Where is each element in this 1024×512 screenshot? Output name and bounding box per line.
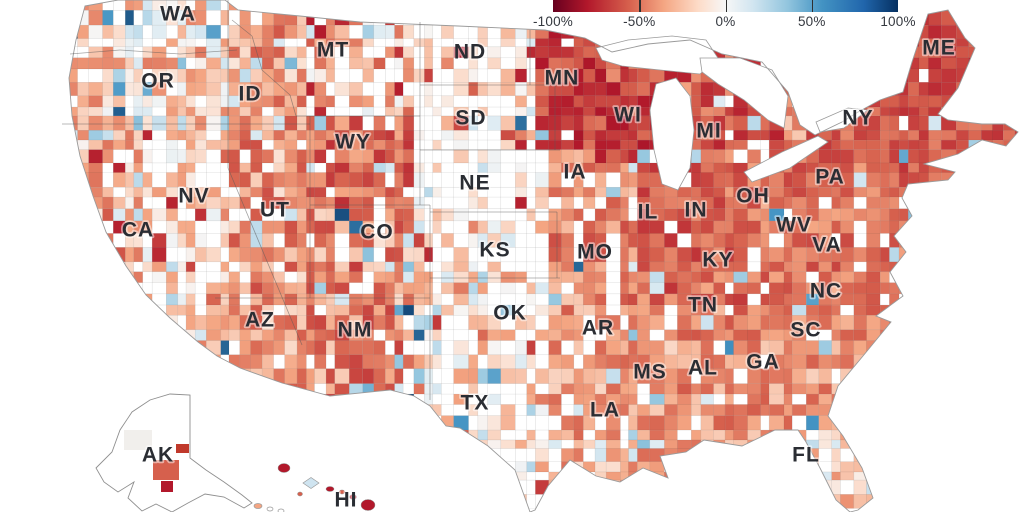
legend-tick-mark [725,0,727,12]
state-label-me: ME [922,37,956,60]
legend-tick-label: 100% [880,14,916,29]
county-cells[interactable] [52,0,1024,509]
state-label-mt: MT [317,39,349,62]
state-label-ny: NY [842,107,873,130]
state-label-sd: SD [455,107,486,130]
legend-tick-mark [639,0,641,12]
legend-tick-label: 50% [797,14,826,29]
aleutian-island [266,506,274,512]
legend-tick-label: 0% [715,14,736,29]
state-label-oh: OH [736,185,770,208]
state-label-nv: NV [178,185,209,208]
state-label-ca: CA [122,219,154,242]
state-label-tx: TX [461,392,490,415]
state-label-ga: GA [746,351,780,374]
state-label-il: IL [638,201,659,224]
state-label-va: VA [812,234,842,257]
alaska-county-patch [124,430,152,450]
state-label-hi: HI [335,489,358,512]
alaska-shape[interactable] [95,393,285,512]
legend-tick-label: -50% [623,14,656,29]
island [325,486,335,492]
state-label-al: AL [688,357,718,380]
state-label-pa: PA [815,166,845,189]
island [338,489,346,495]
alaska-county-patch [153,460,179,480]
legend-tick-labels: -100% -50% 0% 50% 100% [533,14,915,30]
state-label-nm: NM [338,319,373,342]
state-label-mn: MN [545,67,580,90]
legend-tick-label: -100% [532,14,574,29]
state-label-fl: FL [792,444,820,467]
state-label-ut: UT [260,199,290,222]
color-scale-legend: -100% -50% 0% 50% 100% [533,0,915,30]
state-label-wv: WV [776,214,812,237]
island [297,491,303,497]
island [360,499,376,511]
state-label-wa: WA [160,3,196,26]
state-label-ia: IA [564,161,587,184]
island [349,494,357,500]
state-label-or: OR [141,70,175,93]
state-label-id: ID [239,83,262,106]
state-label-mi: MI [696,120,721,143]
state-label-la: LA [590,399,620,422]
state-label-az: AZ [245,309,275,332]
state-label-in: IN [685,199,708,222]
state-label-ak: AK [142,444,174,467]
state-label-nd: ND [454,41,486,64]
state-label-wi: WI [614,104,642,127]
state-label-wy: WY [335,131,371,154]
legend-gradient-bar [553,0,898,12]
island [277,463,291,473]
state-label-ks: KS [479,239,510,262]
state-label-ar: AR [582,317,614,340]
aleutian-island [277,508,285,512]
state-borders [62,0,560,400]
state-label-ne: NE [459,172,490,195]
hawaii-islands[interactable] [277,463,376,511]
us-outline [68,0,1019,512]
alaska-county-patch [161,481,173,492]
state-label-ms: MS [633,361,667,384]
state-label-co: CO [360,221,394,244]
great-lakes [595,35,870,191]
aleutian-island [253,503,263,509]
state-label-ky: KY [702,249,733,272]
alaska-county-patch [176,444,189,453]
state-label-mo: MO [577,241,613,264]
state-label-ok: OK [493,302,527,325]
legend-tick-mark [811,0,814,12]
island [302,477,320,489]
state-label-sc: SC [790,319,821,342]
state-label-nc: NC [810,280,842,303]
state-label-tn: TN [688,294,718,317]
